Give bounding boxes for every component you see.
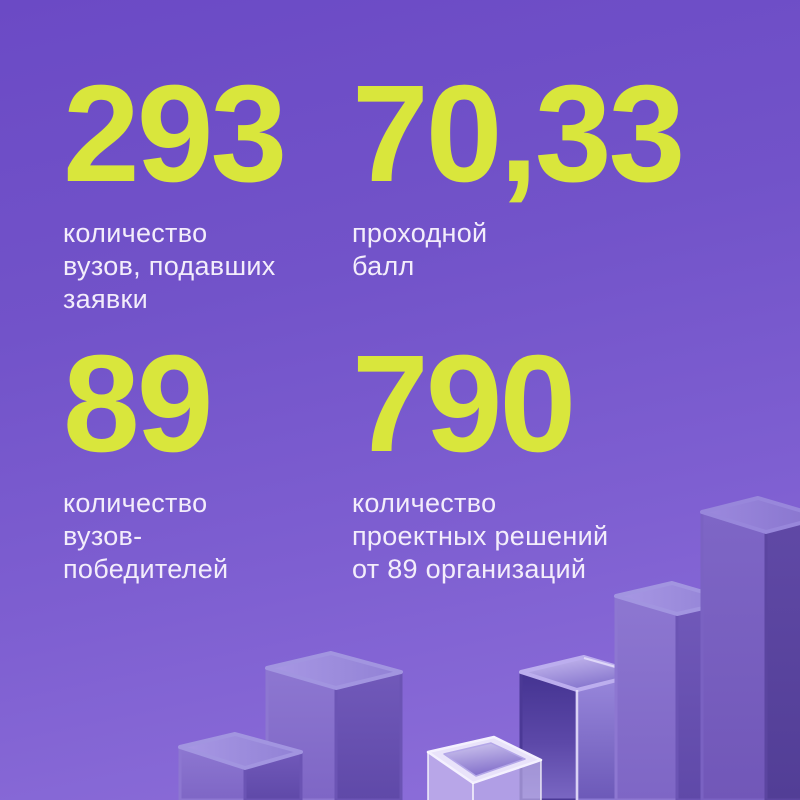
bar-matte <box>614 581 736 800</box>
stat-label: количество вузов, подавших заявки <box>63 218 276 314</box>
stat-card-passing-score: 70,33 проходной балл <box>352 65 752 283</box>
stat-value: 293 <box>63 57 287 211</box>
stat-label: количество проектных решений от 89 орган… <box>352 488 609 584</box>
bar-tallest <box>700 496 800 800</box>
stat-label: количество вузов- победителей <box>63 488 229 584</box>
stat-value: 70,33 <box>352 57 685 211</box>
stat-card-winners: 89 количество вузов- победителей <box>63 335 393 586</box>
stat-card-project-solutions: 790 количество проектных решений от 89 о… <box>352 335 752 586</box>
bar-small-matte <box>178 732 303 800</box>
stat-value: 790 <box>352 327 576 481</box>
bars-3d-graphic <box>178 496 800 800</box>
stat-label: проходной балл <box>352 218 488 281</box>
bar-glass-open-top <box>426 735 543 800</box>
stat-card-applications: 293 количество вузов, подавших заявки <box>63 65 393 316</box>
stat-value: 89 <box>63 327 214 481</box>
